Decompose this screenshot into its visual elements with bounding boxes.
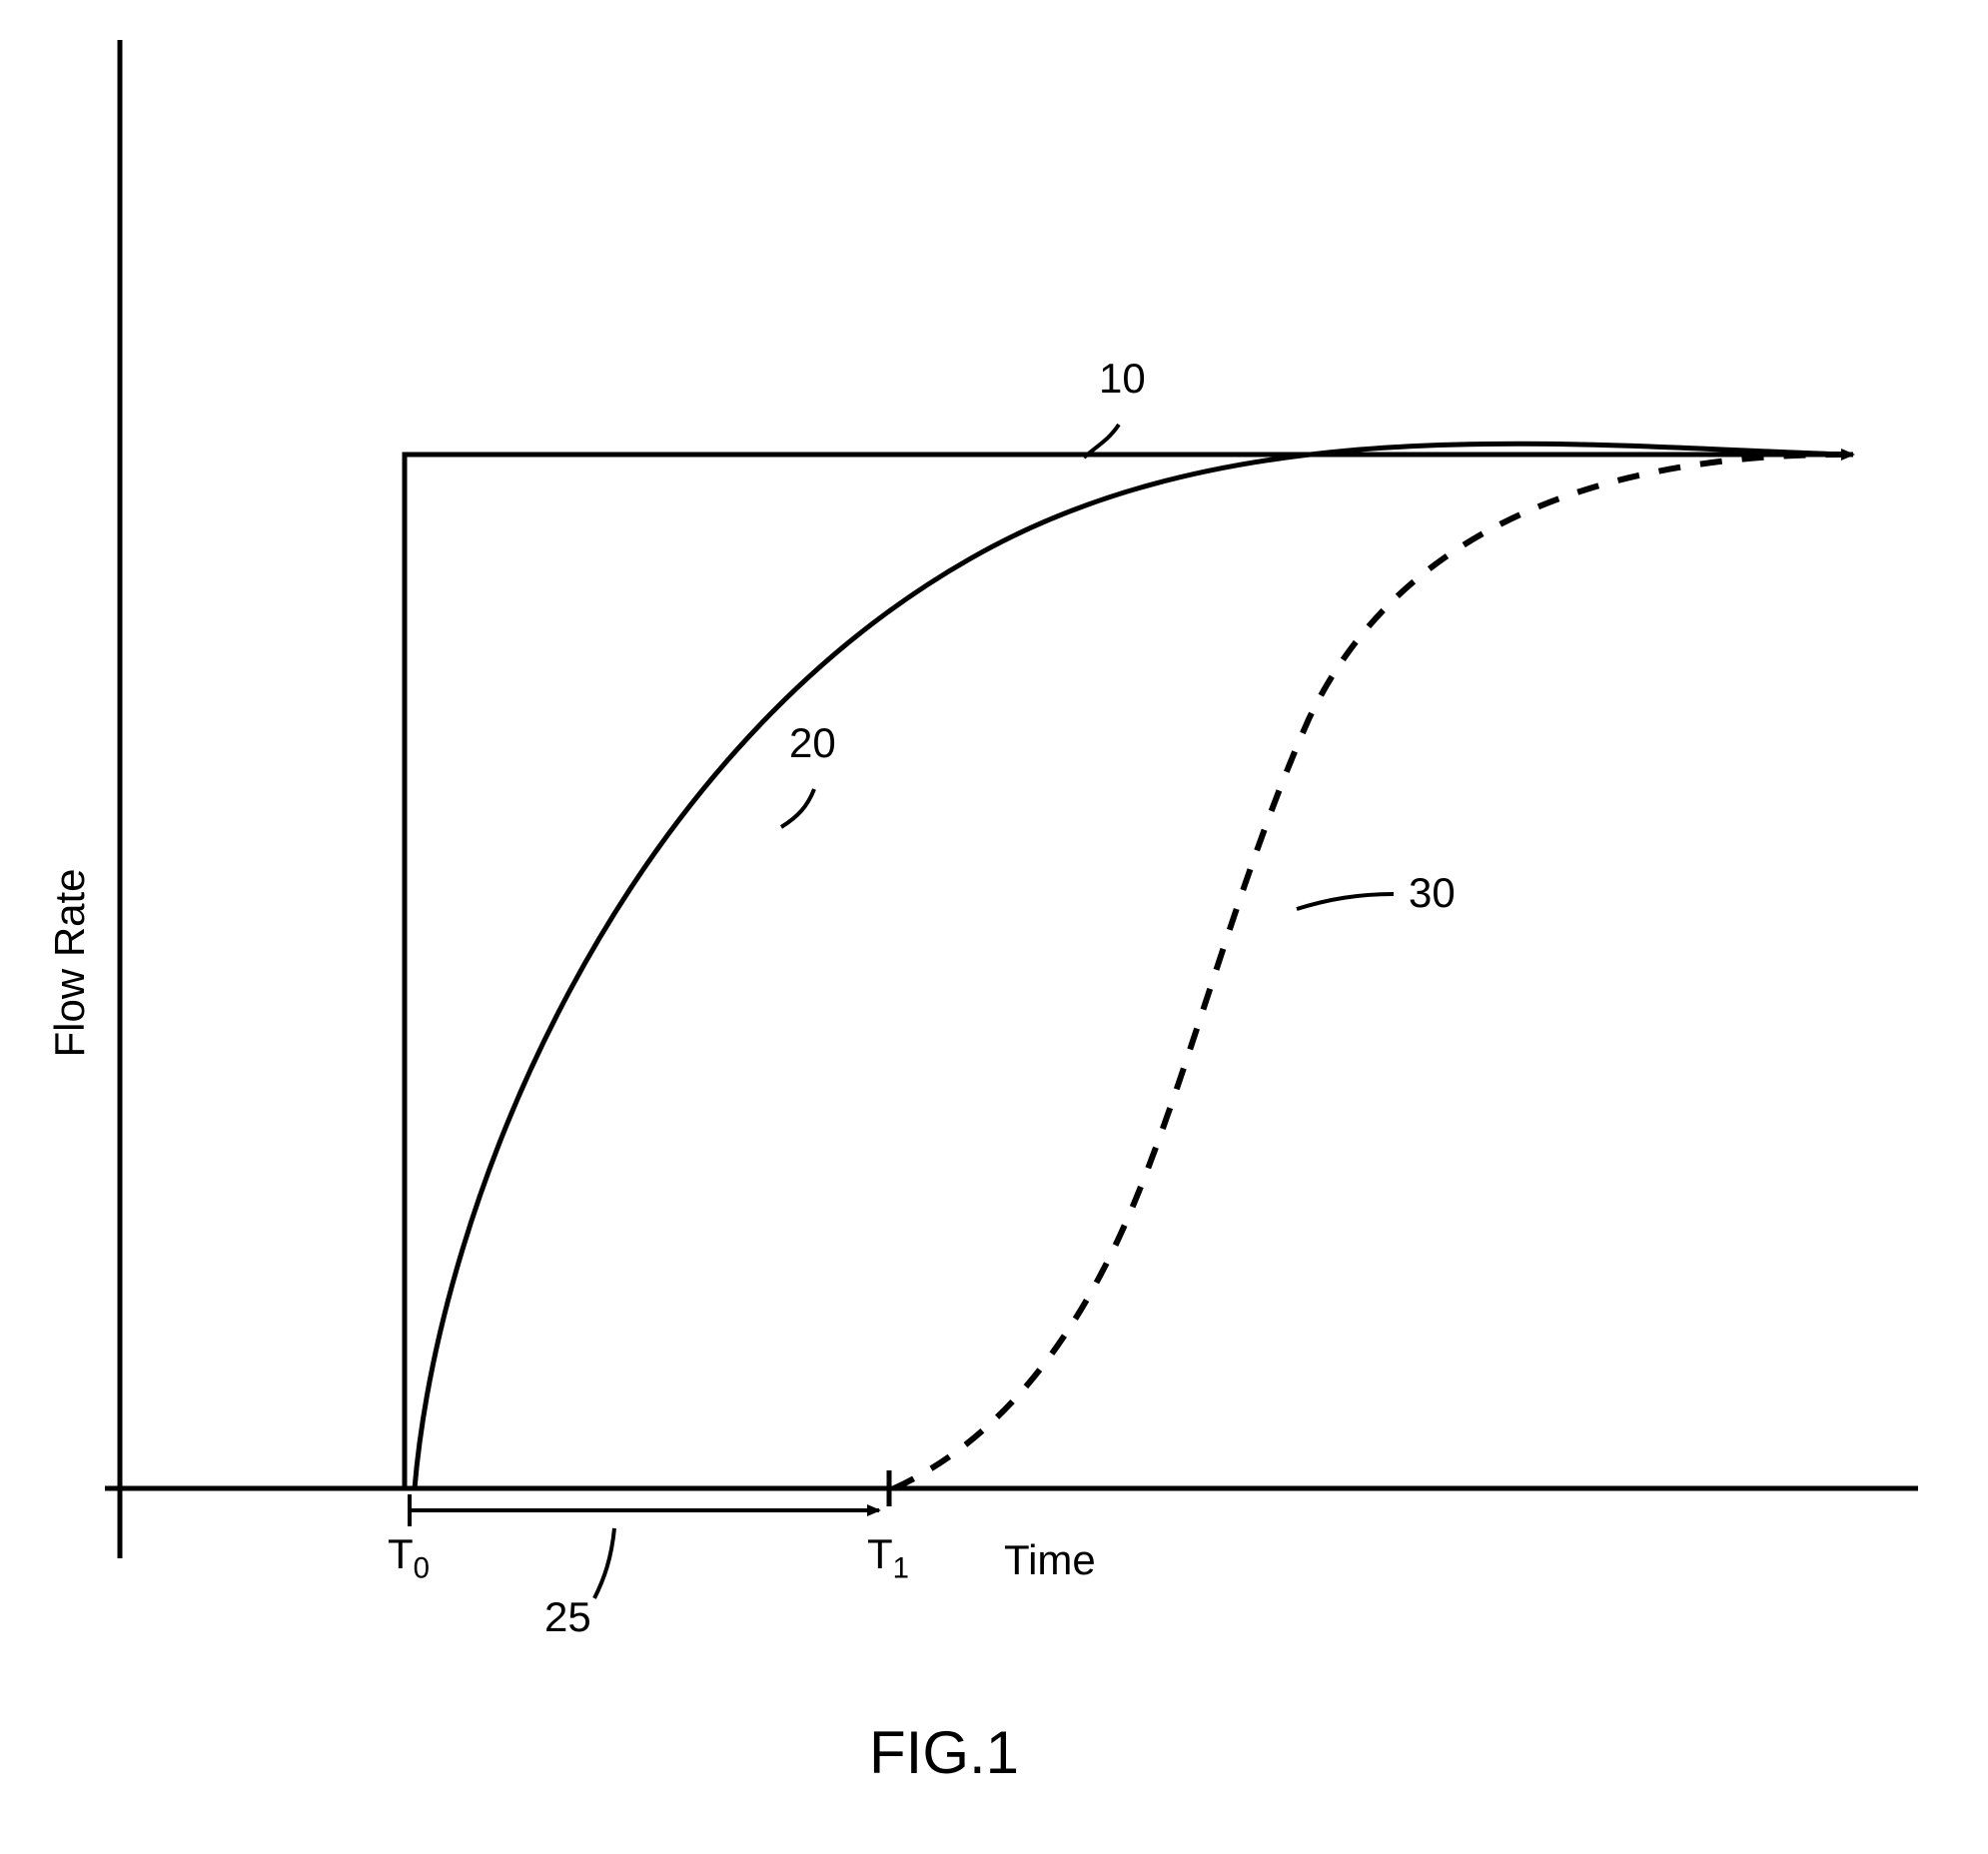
ref-10: 10: [1099, 355, 1146, 403]
figure-label: FIG.1: [869, 1718, 1019, 1787]
curve-20: [415, 444, 1843, 1488]
step-line-10: [405, 455, 1853, 1488]
y-axis-label: Flow Rate: [46, 863, 94, 1063]
ref-30: 30: [1409, 869, 1456, 917]
ref-20: 20: [789, 719, 836, 767]
ref-25: 25: [544, 1593, 591, 1641]
curve-30: [894, 455, 1843, 1488]
leader-25: [594, 1528, 614, 1598]
t1-label: T1: [867, 1530, 909, 1585]
leader-20: [781, 789, 814, 827]
leader-30: [1297, 894, 1394, 909]
t0-label: T0: [388, 1530, 430, 1585]
figure-svg: [0, 0, 1988, 1854]
x-axis-label: Time: [1004, 1536, 1096, 1584]
